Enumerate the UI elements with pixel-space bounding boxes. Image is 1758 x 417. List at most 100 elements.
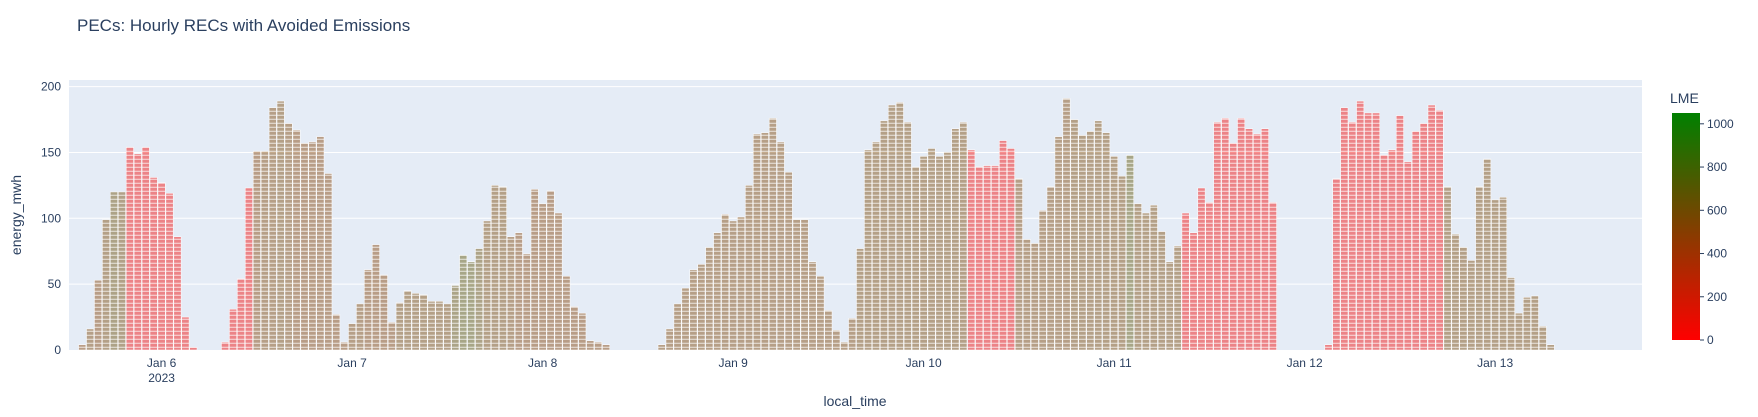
bar [784,171,793,351]
bar [395,302,404,351]
bar [292,129,301,351]
bar [832,329,841,351]
bar [237,278,245,351]
bar [1324,344,1333,351]
bar [919,156,928,351]
bar [1380,154,1388,351]
colorbar-ticks: 0 200 400 600 800 1000 [1700,117,1734,347]
bar [1221,117,1230,351]
bar [324,173,333,351]
bar [776,141,785,351]
bar [372,244,380,351]
bar [268,107,277,351]
bar [1014,178,1023,351]
bar [499,186,507,351]
y-tick-label: 100 [41,211,61,225]
bar [1467,260,1476,351]
bar [1356,100,1365,351]
bar [459,254,468,351]
bar [562,275,571,351]
y-tick-label: 150 [41,145,61,159]
bar [880,120,888,351]
bar [999,140,1007,351]
bar [1253,133,1261,351]
bar [181,316,190,351]
bar [483,220,491,351]
bar [403,290,412,351]
bar [1268,202,1277,351]
bar [705,247,714,351]
bar [78,344,87,351]
bar [1388,149,1396,351]
bar [1443,186,1452,351]
bar [792,219,801,351]
bar [1459,247,1468,351]
bar [816,275,825,351]
bar [189,347,198,351]
x-tick-label: Jan 6 [147,356,177,370]
bar [1435,110,1444,351]
bar [864,149,872,351]
bar [173,236,182,351]
bar [689,269,698,351]
y-axis-title: energy_mwh [8,175,24,255]
bar [1110,156,1119,351]
colorbar-title: LME [1670,90,1699,106]
bar [1348,121,1357,351]
bar [943,152,952,351]
bar [935,156,944,351]
bar [856,248,865,351]
bar [118,191,126,351]
bar [1538,326,1547,351]
colorbar-tick-label: 800 [1707,160,1727,174]
x-tick-label: Jan 11 [1097,356,1132,370]
bar [229,308,237,351]
bar [387,322,396,351]
chart-title: PECs: Hourly RECs with Avoided Emissions [77,16,410,35]
bar [872,141,880,351]
bar [491,185,499,351]
bar [1523,297,1531,351]
bar [506,236,515,351]
bar [1189,232,1198,351]
bar [681,287,690,351]
bar [1364,112,1373,351]
y-tick-label: 50 [48,277,62,291]
colorbar: LME 0 200 400 600 800 1000 [1670,90,1734,347]
bar [94,279,103,351]
x-tick-label: Jan 7 [337,356,367,370]
bar [276,100,285,351]
bar [356,303,364,351]
bar [1427,104,1436,351]
bar [983,165,992,351]
bar [1261,128,1269,351]
y-tick-label: 0 [54,343,61,357]
x-tick-label: Jan 13 [1477,356,1513,370]
bar [475,248,484,351]
x-tick-label: Jan 10 [906,356,942,370]
bar [1173,245,1182,351]
bar [1332,178,1341,351]
bar [467,261,476,351]
bar [673,303,682,351]
bar [657,344,666,351]
bar [1530,295,1539,351]
bar [1419,123,1428,351]
bar [1507,277,1515,351]
bar [1141,212,1150,351]
bar [1102,132,1111,351]
bar [1134,203,1142,351]
bar [364,269,372,351]
colorbar-tick-label: 600 [1707,203,1727,217]
colorbar-scale [1672,113,1700,340]
bar [808,261,817,351]
bar [745,185,753,351]
bar [895,102,904,351]
colorbar-tick-label: 400 [1707,247,1727,261]
x-tick-label: Jan 9 [718,356,748,370]
bar [332,314,341,351]
bar [530,189,539,351]
x-axis-title: local_time [823,393,886,409]
bar [967,149,976,351]
